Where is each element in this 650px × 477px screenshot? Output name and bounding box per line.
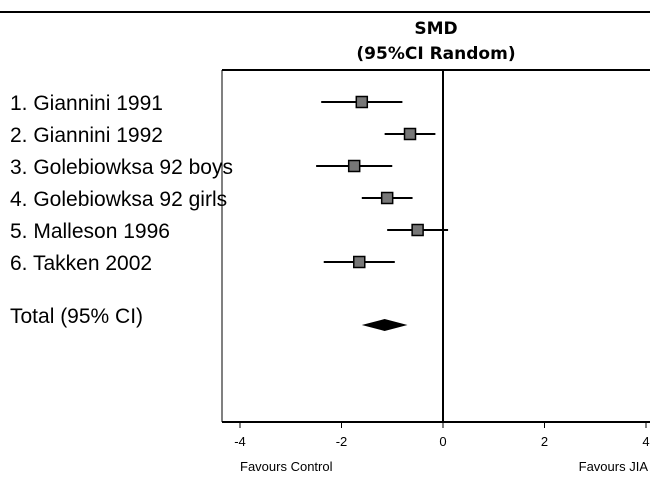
study-point-marker (347, 159, 361, 173)
study-point-marker (355, 95, 369, 109)
study-label: 1. Giannini 1991 (10, 92, 163, 115)
study-row: 2. Giannini 1992 (10, 124, 436, 147)
total-label: Total (95% CI) (10, 305, 143, 328)
x-tick-label: -4 (234, 434, 246, 449)
study-label: 5. Malleson 1996 (10, 220, 170, 243)
x-tick-label: -2 (336, 434, 348, 449)
x-axis-ticks: -4 -2 0 2 4 (234, 422, 650, 449)
total-row: Total (95% CI) (10, 305, 408, 331)
study-point-marker (353, 255, 366, 269)
study-row: 1. Giannini 1991 (10, 92, 403, 115)
x-tick-label: 2 (541, 434, 548, 449)
favours-control-label: Favours Control (240, 459, 333, 474)
header-method: (95%CI Random) (356, 44, 515, 64)
favours-jia-label: Favours JIA (579, 459, 649, 474)
study-label: 2. Giannini 1992 (10, 124, 163, 147)
x-tick-label: 0 (439, 434, 446, 449)
study-point-marker (411, 223, 424, 237)
study-row: 6. Takken 2002 (10, 252, 395, 275)
study-label: 4. Golebiowksa 92 girls (10, 188, 227, 211)
study-point-marker (403, 127, 417, 141)
study-point-marker (380, 191, 394, 205)
study-label: 3. Golebiowksa 92 boys (10, 156, 233, 179)
study-row: 5. Malleson 1996 (10, 220, 449, 243)
study-label: 6. Takken 2002 (10, 252, 152, 275)
pooled-effect-diamond (361, 319, 408, 331)
header-measure: SMD (414, 19, 457, 39)
study-rows: 1. Giannini 1991 2. Giannini 1992 3. Goleb… (10, 92, 449, 275)
study-row: 4. Golebiowksa 92 girls (10, 188, 413, 211)
study-row: 3. Golebiowksa 92 boys (10, 156, 393, 179)
x-tick-label: 4 (642, 434, 649, 449)
